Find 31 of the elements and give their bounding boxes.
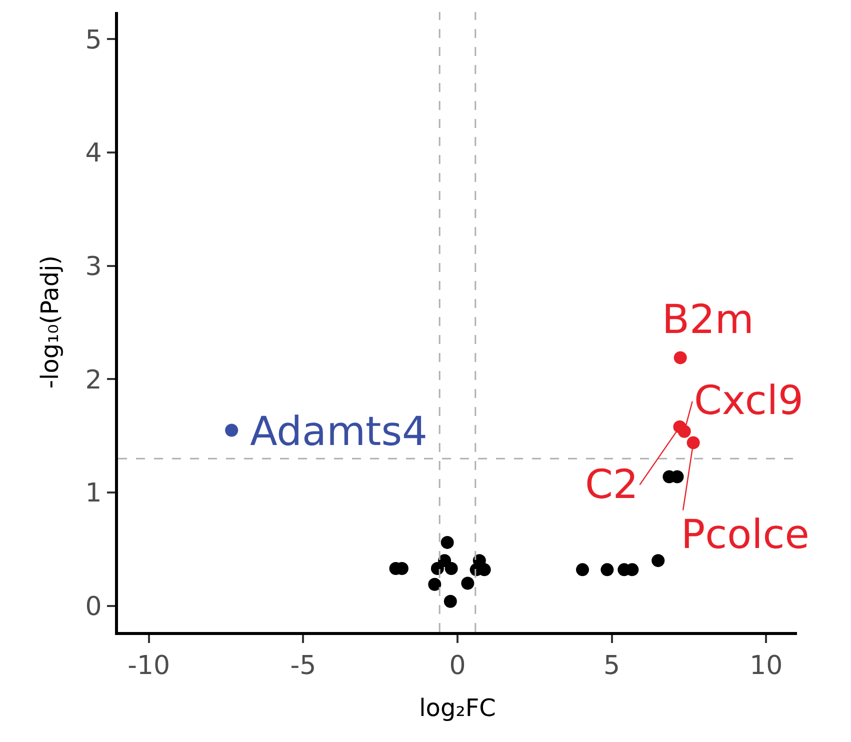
point bbox=[444, 562, 458, 576]
y-tick-label: 0 bbox=[85, 592, 102, 622]
y-tick-label: 3 bbox=[85, 252, 102, 282]
point bbox=[430, 562, 444, 576]
x-tick-label: 0 bbox=[449, 651, 466, 682]
point bbox=[678, 424, 691, 438]
x-tick-label: 10 bbox=[750, 651, 783, 682]
point bbox=[576, 563, 589, 576]
y-tick-label: 4 bbox=[85, 138, 102, 169]
y-tick-label: 5 bbox=[85, 25, 102, 56]
point bbox=[225, 424, 238, 437]
point bbox=[440, 536, 454, 549]
annotation: Adamts4 bbox=[250, 409, 428, 455]
y-tick-label: 2 bbox=[85, 365, 102, 396]
point bbox=[652, 554, 665, 568]
point bbox=[674, 351, 687, 364]
point bbox=[428, 578, 442, 591]
point bbox=[600, 563, 614, 576]
x-tick-label: -5 bbox=[290, 651, 316, 682]
annotation: B2m bbox=[662, 297, 754, 343]
x-tick-label: 5 bbox=[604, 651, 620, 682]
x-tick-label: -10 bbox=[128, 651, 170, 682]
point bbox=[686, 436, 700, 450]
y-axis-title: -log₁₀(Padj) bbox=[36, 255, 64, 389]
point bbox=[444, 594, 457, 608]
y-tick-label: 1 bbox=[85, 478, 102, 509]
annotation: Pcolce bbox=[681, 512, 810, 558]
point bbox=[461, 576, 474, 590]
annotation: C2 bbox=[585, 462, 638, 508]
x-axis-title: log₂FC bbox=[419, 694, 496, 722]
annotation: Cxcl9 bbox=[694, 378, 804, 424]
